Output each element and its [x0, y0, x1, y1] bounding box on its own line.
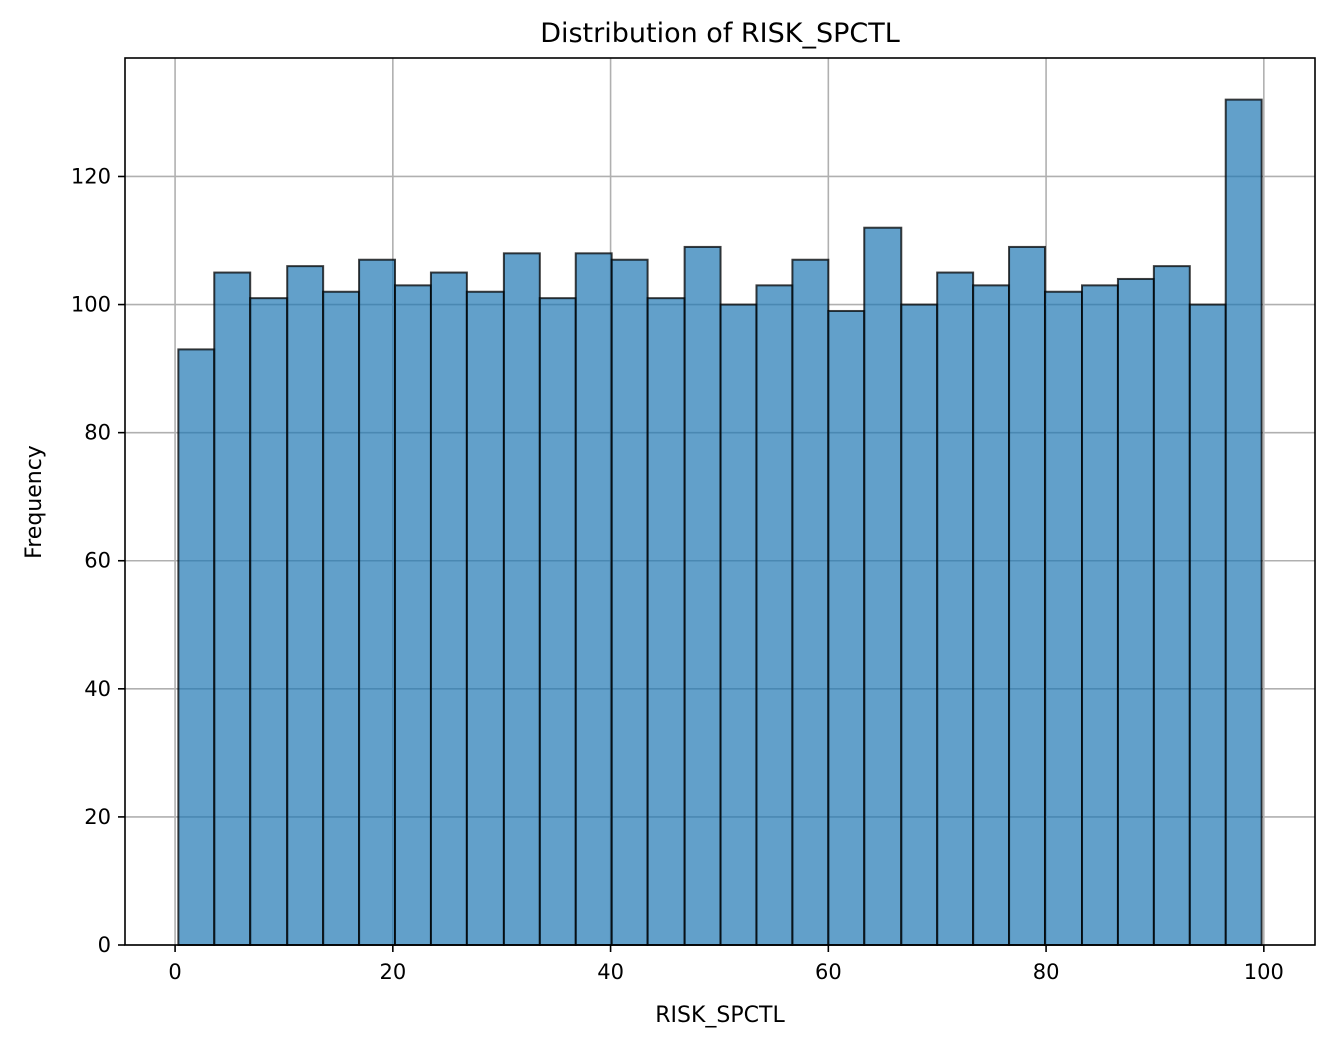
histogram-bar — [429, 271, 468, 947]
histogram-bar — [249, 297, 289, 946]
histogram-bar — [322, 290, 361, 946]
chart-title: Distribution of RISK_SPCTL — [540, 18, 900, 49]
histogram-bars — [177, 98, 1263, 947]
plot-frame — [124, 57, 1316, 946]
histogram-bar — [1116, 277, 1155, 946]
y-axis-ticks: 0 20 40 60 80 100 120 — [71, 164, 125, 957]
y-tick-label: 20 — [84, 805, 111, 829]
x-tick-label: 60 — [815, 960, 842, 984]
histogram-bar — [465, 290, 505, 946]
histogram-bar — [791, 258, 830, 946]
histogram-bar — [646, 297, 686, 946]
histogram-bar — [502, 252, 541, 946]
x-axis-ticks: 0 20 40 60 80 100 — [168, 945, 1284, 984]
x-axis-label: RISK_SPCTL — [655, 1003, 785, 1028]
x-tick-label: 20 — [379, 960, 406, 984]
histogram-bar — [1008, 245, 1046, 946]
histogram-bar — [755, 284, 794, 946]
y-tick-label: 40 — [84, 677, 111, 701]
histogram-bar — [1043, 290, 1084, 946]
histogram-bar — [574, 252, 613, 946]
histogram-bar — [610, 258, 649, 946]
histogram-bar — [900, 303, 939, 946]
y-tick-label: 0 — [98, 933, 111, 957]
histogram-bar — [863, 226, 903, 947]
y-tick-label: 120 — [71, 164, 111, 188]
histogram-bar — [286, 265, 325, 946]
histogram-bar — [358, 258, 397, 946]
histogram-bar — [683, 245, 722, 946]
histogram-bar — [1152, 265, 1191, 946]
histogram-bar — [177, 348, 216, 947]
histogram-bar — [936, 271, 975, 947]
histogram-bar — [213, 271, 252, 947]
x-tick-label: 40 — [597, 960, 624, 984]
y-tick-label: 100 — [71, 293, 111, 317]
histogram-bar — [827, 309, 866, 946]
x-tick-label: 100 — [1244, 960, 1284, 984]
y-axis-label: Frequency — [22, 445, 47, 559]
histogram-bar — [1081, 284, 1119, 946]
y-tick-label: 60 — [84, 549, 111, 573]
histogram-bar — [394, 284, 432, 946]
histogram-bar — [719, 303, 758, 946]
histogram-bar — [1188, 303, 1227, 946]
histogram-bar — [972, 284, 1011, 946]
histogram-bar — [538, 297, 577, 946]
x-tick-label: 0 — [168, 960, 181, 984]
y-tick-label: 80 — [84, 421, 111, 445]
x-tick-label: 80 — [1033, 960, 1060, 984]
histogram-bar — [1224, 98, 1263, 946]
